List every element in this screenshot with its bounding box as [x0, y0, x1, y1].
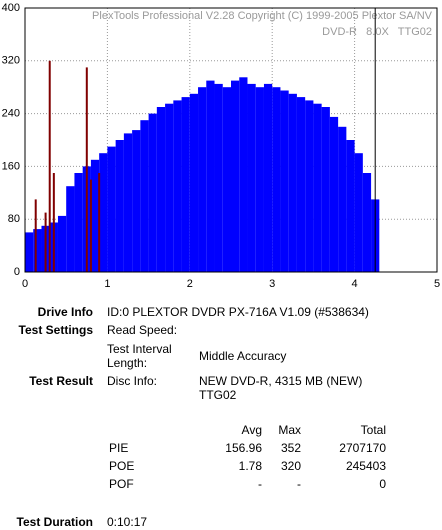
cell: -: [258, 477, 262, 491]
bar: [107, 146, 116, 272]
bar: [165, 103, 174, 272]
value: Read Speed:: [107, 323, 178, 337]
bar: [115, 140, 124, 272]
bar: [354, 153, 363, 272]
x-tick-label: 3: [269, 278, 275, 290]
column-header: Avg: [241, 423, 262, 437]
label: Drive Info: [37, 305, 93, 319]
bar: [85, 67, 88, 273]
cell: 1.78: [238, 459, 262, 473]
chart-title: PlexTools Professional V2.28 Copyright (…: [92, 10, 433, 22]
bar: [321, 107, 330, 272]
bar: [123, 133, 133, 272]
plot-area: [24, 7, 438, 273]
bar: [140, 120, 149, 272]
column-header: Max: [278, 423, 301, 437]
bar: [280, 90, 289, 272]
bar: [52, 173, 55, 272]
cell: 156.96: [225, 441, 262, 455]
bar: [181, 97, 190, 272]
bar: [89, 179, 92, 272]
value: Middle Accuracy: [199, 349, 287, 363]
bar: [34, 199, 37, 272]
row-label: PIE: [109, 441, 129, 455]
bar: [362, 173, 372, 272]
bar: [206, 80, 215, 272]
bar: [329, 116, 339, 273]
bar: [189, 93, 199, 272]
y-tick-label: 0: [14, 266, 20, 278]
value: TTG02: [199, 388, 237, 402]
y-tick-label: 320: [2, 55, 20, 67]
bar: [346, 140, 355, 272]
label: Test Duration: [16, 515, 93, 529]
x-tick-label: 0: [22, 278, 28, 290]
bar: [99, 153, 108, 272]
x-tick-label: 5: [434, 278, 440, 290]
bar: [98, 173, 101, 272]
y-tick-label: 240: [2, 108, 20, 120]
bar: [173, 100, 182, 273]
cell: 352: [280, 441, 301, 455]
value: Test Interval Length:: [107, 342, 172, 370]
bar: [57, 215, 67, 272]
label: Test Result: [29, 374, 93, 388]
bar: [198, 87, 207, 272]
bar: [313, 103, 322, 272]
bar: [44, 212, 47, 272]
y-tick-label: 160: [2, 160, 20, 172]
cell: 320: [280, 459, 301, 473]
label: Test Settings: [18, 323, 93, 337]
value: NEW DVD-R, 4315 MB (NEW): [199, 374, 363, 388]
x-tick-label: 1: [104, 278, 110, 290]
bar: [74, 173, 83, 272]
chart: PlexTools Professional V2.28 Copyright (…: [2, 2, 440, 290]
row-label: POF: [109, 477, 134, 491]
x-tick-label: 4: [352, 278, 358, 290]
cell: -: [297, 477, 301, 491]
bar: [148, 113, 157, 272]
y-tick-label: 80: [8, 213, 20, 225]
bar: [239, 77, 248, 272]
chart-subtitle: DVD-R 8.0X TTG02: [322, 26, 432, 38]
bar: [296, 97, 306, 272]
value: ID:0 PLEXTOR DVDR PX-716A V1.09 (#538634…: [107, 305, 369, 319]
column-header: Total: [360, 423, 386, 437]
bar: [231, 80, 240, 272]
bar: [288, 93, 297, 272]
bar: [222, 87, 231, 272]
row-label: POE: [109, 459, 135, 473]
value: Disc Info:: [107, 374, 158, 388]
bar: [33, 229, 42, 272]
bar: [247, 83, 256, 273]
y-tick-label: 400: [2, 2, 20, 14]
bar: [48, 60, 51, 272]
x-tick-label: 2: [187, 278, 193, 290]
bar: [338, 126, 347, 272]
bar: [305, 100, 314, 273]
value: 0:10:17: [107, 515, 148, 529]
cell: 245403: [345, 459, 386, 473]
bar: [214, 83, 223, 273]
cell: 2707170: [339, 441, 386, 455]
bar: [272, 87, 281, 272]
bar: [25, 232, 34, 272]
bar: [66, 186, 75, 272]
bar: [90, 159, 100, 272]
cell: 0: [379, 477, 386, 491]
bar: [255, 87, 264, 272]
bar: [263, 83, 273, 273]
bar: [132, 130, 141, 272]
bar: [156, 107, 166, 272]
